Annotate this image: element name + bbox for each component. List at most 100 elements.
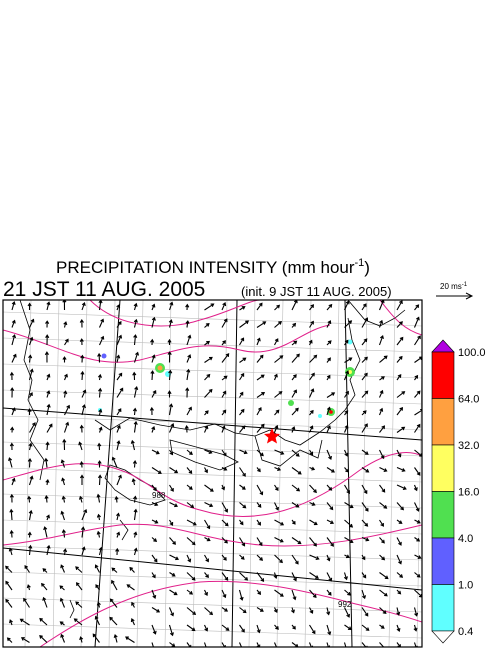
wind-arrow	[326, 406, 331, 416]
wind-arrow	[256, 392, 266, 398]
vector-scale-label: 20 ms-1	[440, 282, 468, 291]
wind-arrow	[19, 618, 30, 626]
wind-arrow	[60, 564, 66, 573]
wind-arrow	[343, 642, 347, 647]
wind-arrow	[396, 300, 403, 311]
wind-arrow	[9, 508, 14, 521]
map-area: 988 992	[2, 299, 423, 648]
wind-arrow	[132, 407, 137, 416]
wind-arrow	[309, 624, 316, 635]
wind-arrow	[186, 354, 192, 363]
wind-arrow	[273, 373, 278, 381]
wind-arrow	[185, 387, 190, 398]
domain-boundary	[3, 547, 422, 591]
wind-arrow	[167, 390, 172, 398]
grid-line	[248, 300, 256, 647]
wind-arrow	[291, 449, 300, 457]
wind-arrow	[239, 425, 246, 433]
grid-line	[52, 300, 60, 647]
wind-arrow	[379, 425, 386, 433]
wind-arrow	[98, 318, 105, 328]
wind-arrow	[291, 519, 296, 525]
wind-arrow	[361, 642, 368, 647]
wind-arrow	[28, 336, 34, 346]
grid-line	[3, 571, 422, 587]
wind-arrow	[221, 624, 230, 631]
wind-arrow	[5, 598, 13, 608]
wind-arrow	[79, 460, 84, 468]
wind-arrow	[396, 537, 402, 546]
wind-arrow	[27, 408, 32, 415]
wind-arrow	[63, 321, 68, 328]
wind-arrow	[396, 572, 404, 578]
wind-arrow	[239, 408, 245, 416]
wind-arrow	[29, 422, 36, 433]
wind-arrow	[396, 355, 403, 363]
wind-arrow	[45, 441, 50, 451]
wind-arrow	[79, 636, 84, 643]
wind-arrow	[256, 467, 261, 473]
colorbar-label: 100.0	[458, 347, 486, 359]
wind-arrow	[204, 554, 209, 563]
wind-arrow	[62, 356, 67, 363]
grid-line	[192, 300, 200, 647]
wind-arrow	[8, 457, 13, 468]
wind-arrow	[149, 406, 154, 416]
wind-arrow	[42, 596, 48, 608]
wind-arrow	[274, 355, 284, 363]
wind-arrow	[130, 439, 136, 451]
wind-arrow	[186, 502, 195, 509]
wind-arrow	[80, 370, 85, 381]
wind-arrow	[274, 304, 281, 311]
wind-arrow	[256, 607, 264, 612]
wind-arrow	[239, 502, 247, 509]
wind-arrow	[413, 624, 418, 632]
wind-vectors	[5, 300, 422, 647]
colorbar-segment	[431, 444, 455, 492]
wind-arrow	[169, 589, 178, 596]
wind-arrow	[344, 554, 350, 559]
wind-arrow	[309, 466, 316, 471]
wind-arrow	[27, 531, 32, 538]
wind-arrow	[256, 519, 261, 526]
wind-arrow	[396, 321, 403, 328]
wind-arrow	[221, 409, 227, 416]
wind-arrow	[9, 529, 14, 538]
wind-arrow	[75, 566, 83, 573]
wind-arrow	[46, 301, 51, 311]
init-time: (init. 9 JST 11 AUG. 2005)	[241, 284, 392, 299]
wind-arrow	[167, 338, 172, 345]
wind-arrow	[79, 424, 84, 433]
wind-arrow	[308, 388, 315, 398]
wind-arrow	[221, 375, 228, 381]
vector-scale-text: 20 ms	[440, 282, 462, 291]
wind-arrow	[168, 301, 174, 311]
wind-arrow	[151, 389, 157, 398]
wind-arrow	[45, 334, 50, 346]
wind-arrow	[186, 554, 192, 563]
wind-arrow	[79, 318, 84, 328]
wind-arrow	[133, 531, 138, 538]
wind-arrow	[361, 338, 368, 346]
wind-arrow	[378, 407, 384, 416]
wind-arrow	[221, 425, 226, 433]
wind-arrow	[63, 421, 70, 433]
wind-arrow	[291, 502, 300, 508]
wind-arrow	[109, 616, 118, 626]
wind-arrow	[291, 389, 297, 398]
wind-arrow	[291, 300, 298, 311]
wind-arrow	[81, 508, 88, 521]
wind-arrow	[239, 449, 248, 455]
wind-arrow	[96, 601, 101, 608]
wind-arrow	[9, 619, 13, 626]
wind-arrow	[239, 306, 246, 311]
wind-arrow	[75, 582, 83, 591]
wind-arrow	[61, 495, 66, 503]
wind-arrow	[133, 420, 138, 433]
wind-arrow	[11, 319, 16, 328]
wind-arrow	[221, 554, 227, 561]
wind-arrow	[221, 642, 226, 647]
wind-arrow	[256, 484, 264, 496]
wind-arrow	[28, 544, 33, 556]
wind-arrow	[291, 407, 299, 416]
